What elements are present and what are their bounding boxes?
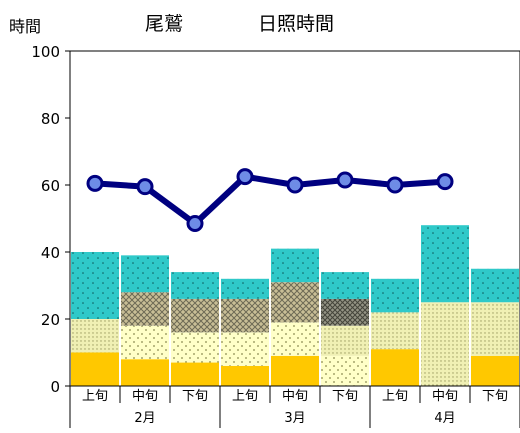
bar-segment [421,225,469,303]
bar-segment [171,332,219,363]
x-month-label: 2月 [134,411,155,426]
bar-segment [471,302,519,356]
x-tick-label: 下旬 [182,389,208,404]
y-tick-label: 40 [41,244,60,262]
bar-segment [221,332,269,366]
bar-segment [171,362,219,386]
bar-segment [271,248,319,283]
bar-segment [71,319,119,353]
bar-segment [321,325,369,356]
bar-segment [321,272,369,299]
bar-segment [71,352,119,386]
bar-segment [121,292,169,326]
x-tick-label: 中旬 [282,389,308,404]
series-point [286,176,304,194]
bar-segment [371,312,419,350]
series-point [336,171,354,189]
bar-segment [71,252,119,319]
bar-segment [221,365,269,386]
x-tick-label: 上旬 [82,389,108,404]
bar-segment [271,355,319,386]
series-point [136,178,154,196]
y-tick-label: 80 [41,110,60,128]
bar-segment [421,302,469,386]
series-point [236,168,254,186]
bar-segment [371,278,419,313]
y-unit-label: 時間 [9,17,41,36]
y-tick-label: 100 [31,43,60,61]
bar-segment [121,325,169,360]
bar-segment [471,355,519,386]
chart-place: 尾鷲 [145,13,183,35]
bar-segment [471,268,519,303]
x-month-label: 4月 [434,411,455,426]
bar-segment [271,322,319,356]
bar-segment [171,298,219,333]
x-tick-label: 上旬 [382,389,408,404]
y-tick-label: 0 [50,378,60,396]
y-tick-label: 60 [41,177,60,195]
series-point [386,176,404,194]
x-tick-label: 上旬 [232,389,258,404]
bar-segment [121,359,169,386]
x-tick-label: 下旬 [482,389,508,404]
bar-segment [321,355,369,386]
chart-title: 日照時間 [258,13,334,35]
bar-segment [221,278,269,299]
bar-segment [121,255,169,293]
x-tick-label: 中旬 [432,389,458,404]
series-point [436,173,454,191]
x-month-label: 3月 [284,411,305,426]
bar-segment [171,272,219,299]
bar-segment [321,298,369,326]
x-tick-label: 下旬 [332,389,358,404]
bar-segment [221,298,269,333]
x-tick-label: 中旬 [132,389,158,404]
series-point [186,215,204,233]
bar-segment [271,282,319,323]
series-point [86,174,104,192]
bar-segment [371,349,419,386]
y-tick-label: 20 [41,311,60,329]
